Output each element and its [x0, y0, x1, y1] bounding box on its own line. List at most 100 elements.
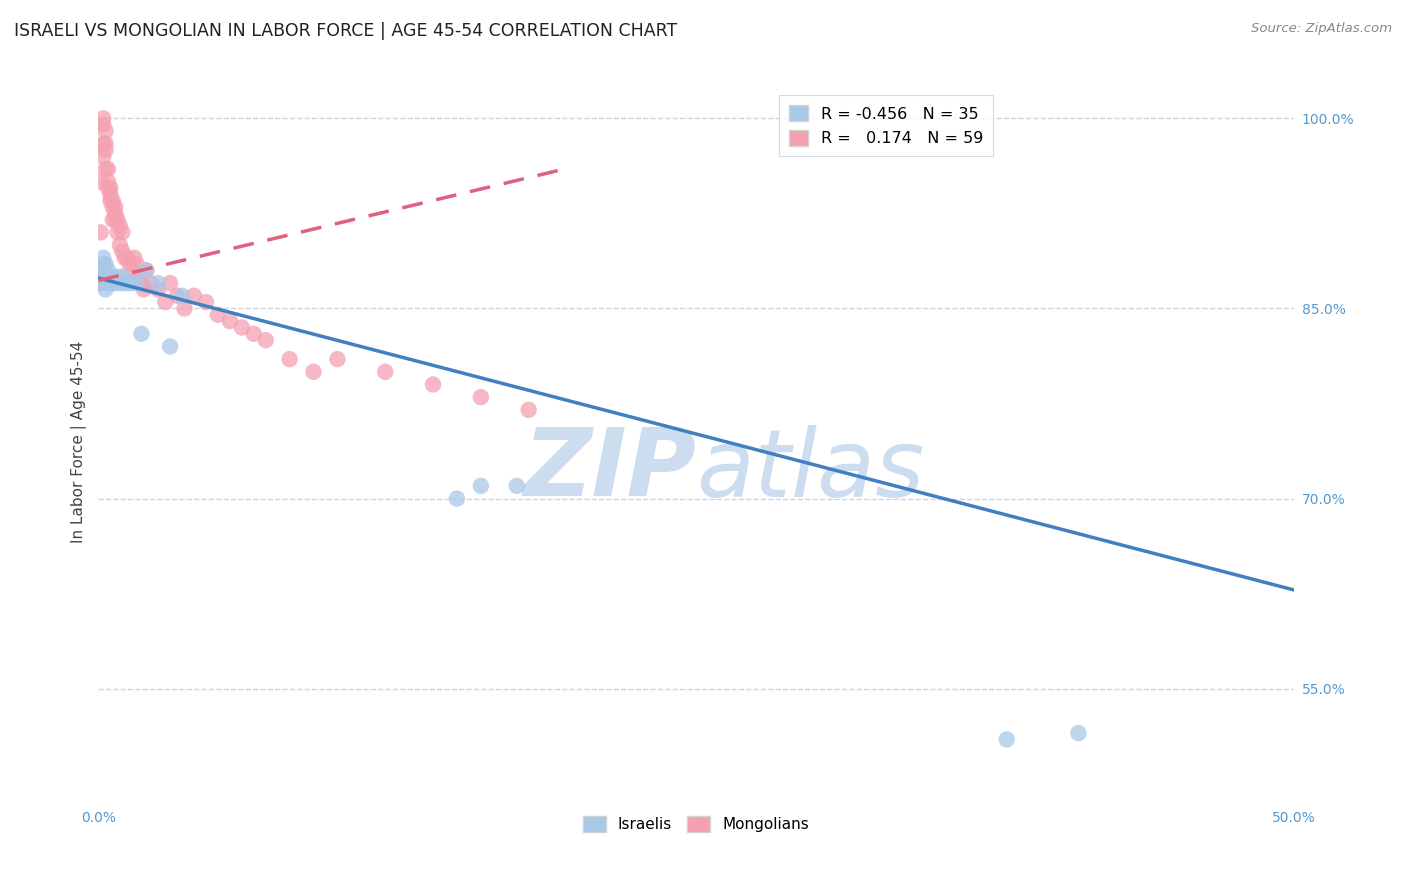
Point [135, 263, 157, 277]
Point [101, 212, 124, 227]
Point [107, 269, 129, 284]
Point [97, 181, 120, 195]
Point [173, 301, 195, 316]
Point [108, 219, 131, 233]
Point [254, 333, 277, 347]
Point [104, 206, 127, 220]
Text: ZIP: ZIP [523, 425, 696, 516]
Point [94, 161, 117, 176]
Point [243, 326, 266, 341]
Point [139, 276, 162, 290]
Point [159, 339, 181, 353]
Point [91, 136, 114, 151]
Point [97, 276, 120, 290]
Point [94, 282, 117, 296]
Point [90, 263, 112, 277]
Point [114, 251, 136, 265]
Point [98, 181, 122, 195]
Point [90, 175, 112, 189]
Point [91, 112, 114, 126]
Point [97, 263, 120, 277]
Point [108, 238, 131, 252]
Point [125, 257, 148, 271]
Point [107, 212, 129, 227]
Point [159, 276, 181, 290]
Point [101, 276, 124, 290]
Text: ISRAELI VS MONGOLIAN IN LABOR FORCE | AGE 45-54 CORRELATION CHART: ISRAELI VS MONGOLIAN IN LABOR FORCE | AG… [14, 22, 678, 40]
Point [98, 269, 122, 284]
Point [90, 226, 112, 240]
Point [94, 143, 117, 157]
Point [107, 226, 129, 240]
Point [91, 263, 114, 277]
Point [90, 276, 112, 290]
Point [1067, 726, 1090, 740]
Point [148, 282, 170, 296]
Point [172, 289, 194, 303]
Point [94, 136, 117, 151]
Point [97, 161, 120, 176]
Point [111, 226, 134, 240]
Point [166, 289, 188, 303]
Point [104, 212, 127, 227]
Point [155, 295, 177, 310]
Point [131, 276, 153, 290]
Point [422, 377, 444, 392]
Point [111, 269, 134, 284]
Point [108, 276, 131, 290]
Point [219, 314, 242, 328]
Point [128, 269, 150, 284]
Point [91, 149, 114, 163]
Point [135, 263, 157, 277]
Point [94, 257, 117, 271]
Point [326, 352, 349, 367]
Point [104, 200, 127, 214]
Point [132, 282, 155, 296]
Point [98, 194, 122, 208]
Point [114, 276, 136, 290]
Point [101, 200, 124, 214]
Text: Source: ZipAtlas.com: Source: ZipAtlas.com [1251, 22, 1392, 36]
Point [124, 251, 146, 265]
Point [121, 276, 143, 290]
Point [195, 295, 218, 310]
Point [101, 194, 124, 208]
Point [148, 276, 170, 290]
Point [115, 251, 138, 265]
Point [506, 479, 529, 493]
Legend: Israelis, Mongolians: Israelis, Mongolians [576, 810, 815, 838]
Point [91, 257, 114, 271]
Point [90, 269, 112, 284]
Point [90, 276, 112, 290]
Point [94, 269, 117, 284]
Point [91, 118, 114, 132]
Point [278, 352, 301, 367]
Point [470, 479, 492, 493]
Point [98, 276, 122, 290]
Point [374, 365, 396, 379]
Point [995, 732, 1018, 747]
Point [115, 276, 138, 290]
Point [118, 257, 141, 271]
Point [101, 269, 124, 284]
Point [111, 244, 134, 259]
Point [517, 402, 540, 417]
Y-axis label: In Labor Force | Age 45-54: In Labor Force | Age 45-54 [72, 341, 87, 542]
Point [94, 276, 117, 290]
Point [125, 276, 148, 290]
Point [97, 175, 120, 189]
Point [183, 289, 205, 303]
Point [104, 276, 127, 290]
Point [302, 365, 325, 379]
Point [231, 320, 253, 334]
Point [207, 308, 229, 322]
Point [131, 326, 153, 341]
Point [446, 491, 468, 506]
Point [97, 269, 120, 284]
Point [98, 187, 122, 202]
Point [94, 124, 117, 138]
Text: atlas: atlas [696, 425, 924, 516]
Point [470, 390, 492, 404]
Point [121, 263, 143, 277]
Point [91, 251, 114, 265]
